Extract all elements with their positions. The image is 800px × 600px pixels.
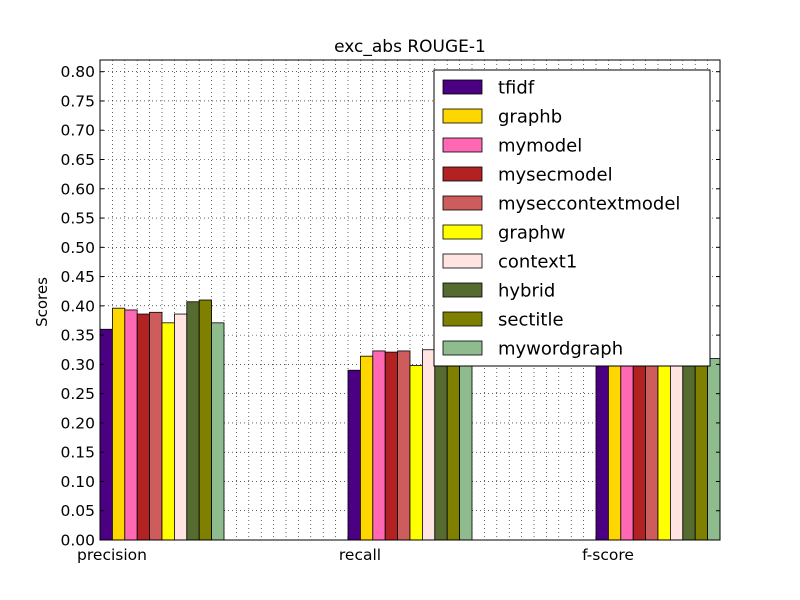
bar-recall-sectitle [446, 344, 461, 541]
legend-label-context1: context1 [498, 252, 577, 273]
y-tick-label-3: 0.15 [60, 444, 95, 462]
bar-recall-myseccontextmodel [397, 350, 411, 541]
bar-recall-mysecmodel [384, 351, 399, 541]
bar-precision-sectitle [198, 299, 212, 541]
y-tick-label-11: 0.55 [60, 210, 95, 228]
bar-recall-context1 [421, 349, 436, 541]
legend-swatch-graphw [442, 224, 483, 240]
y-axis-ticks: 0.00 0.05 0.10 0.15 0.20 0.25 0.30 0.35 0.40 0.45… [60, 63, 720, 550]
bar-recall-graphw [409, 365, 423, 541]
bar-precision-tfidf [99, 328, 113, 541]
bar-f-score-tfidf [595, 363, 609, 541]
bar-recall-tfidf [347, 369, 361, 541]
bar-f-score-mywordgraph [707, 358, 721, 541]
bar-precision-mysecmodel [136, 313, 150, 541]
bar-f-score-context1 [670, 346, 684, 541]
y-tick-label-2: 0.10 [60, 473, 95, 491]
legend-swatch-mysecmodel [442, 166, 483, 182]
legend-label-graphb: graphb [498, 107, 562, 128]
legend-label-mywordgraph: mywordgraph [498, 339, 623, 360]
x-tick-label-precision: precision [77, 546, 147, 564]
legend-swatch-myseccontextmodel [442, 195, 483, 211]
x-tick-label-recall: recall [339, 546, 381, 564]
bar-precision-mywordgraph [211, 322, 225, 541]
legend-label-mymodel: mymodel [498, 136, 582, 157]
bar-recall-graphb [359, 355, 374, 541]
bar-precision-graphb [112, 307, 126, 541]
y-tick-label-4: 0.20 [60, 414, 95, 432]
y-tick-label-1: 0.05 [60, 502, 95, 520]
bar-precision-myseccontextmodel [149, 311, 163, 541]
bar-recall-mymodel [372, 350, 386, 541]
y-tick-label-6: 0.30 [60, 356, 95, 374]
y-tick-label-5: 0.25 [60, 385, 95, 403]
plot-frame [99, 59, 721, 541]
bar-recall-hybrid [434, 344, 448, 541]
y-tick-label-12: 0.60 [60, 180, 95, 198]
legend-swatch-mywordgraph [442, 340, 483, 356]
bar-recall-mywordgraph [459, 365, 473, 541]
y-tick-label-14: 0.70 [60, 122, 95, 140]
y-axis-label: Scores [33, 277, 51, 327]
bar-f-score-sectitle [694, 340, 709, 541]
legend: tfidf graphb mymodel mysecmodel myseccontext… [433, 69, 711, 367]
legend-label-mysecmodel: mysecmodel [498, 165, 613, 186]
legend-label-tfidf: tfidf [498, 78, 535, 99]
legend-swatch-hybrid [442, 282, 483, 298]
bar-f-score-mymodel [620, 346, 634, 541]
y-tick-label-8: 0.40 [60, 297, 95, 315]
bar-f-score-myseccontextmodel [645, 346, 659, 541]
bar-precision-context1 [173, 313, 188, 541]
legend-label-sectitle: sectitle [498, 310, 564, 331]
legend-swatch-graphb [442, 108, 483, 124]
y-tick-label-13: 0.65 [60, 151, 95, 169]
legend-swatch-context1 [442, 253, 483, 269]
y-tick-label-10: 0.50 [60, 239, 95, 257]
legend-label-graphw: graphw [498, 223, 565, 244]
legend-swatch-mymodel [442, 137, 483, 153]
legend-swatch-tfidf [442, 79, 483, 95]
legend-label-myseccontextmodel: myseccontextmodel [498, 194, 680, 215]
y-tick-label-16: 0.80 [60, 63, 95, 81]
bar-f-score-mysecmodel [632, 346, 647, 541]
bar-precision-graphw [161, 322, 175, 541]
chart-title: exc_abs ROUGE-1 [334, 37, 486, 57]
bar-f-score-graphw [657, 358, 671, 541]
y-tick-label-7: 0.35 [60, 327, 95, 345]
bar-precision-mymodel [124, 309, 138, 541]
bar-f-score-graphb [608, 346, 622, 541]
legend-swatch-sectitle [442, 311, 483, 327]
y-tick-label-9: 0.45 [60, 268, 95, 286]
bar-f-score-hybrid [682, 340, 696, 541]
y-tick-label-15: 0.75 [60, 92, 95, 110]
y-tick-label-0: 0.00 [60, 532, 95, 550]
bar-precision-hybrid [186, 301, 200, 541]
x-tick-label-f-score: f-score [582, 546, 634, 564]
legend-label-hybrid: hybrid [498, 281, 555, 302]
x-axis-ticks: precision recall f-score [77, 536, 634, 564]
